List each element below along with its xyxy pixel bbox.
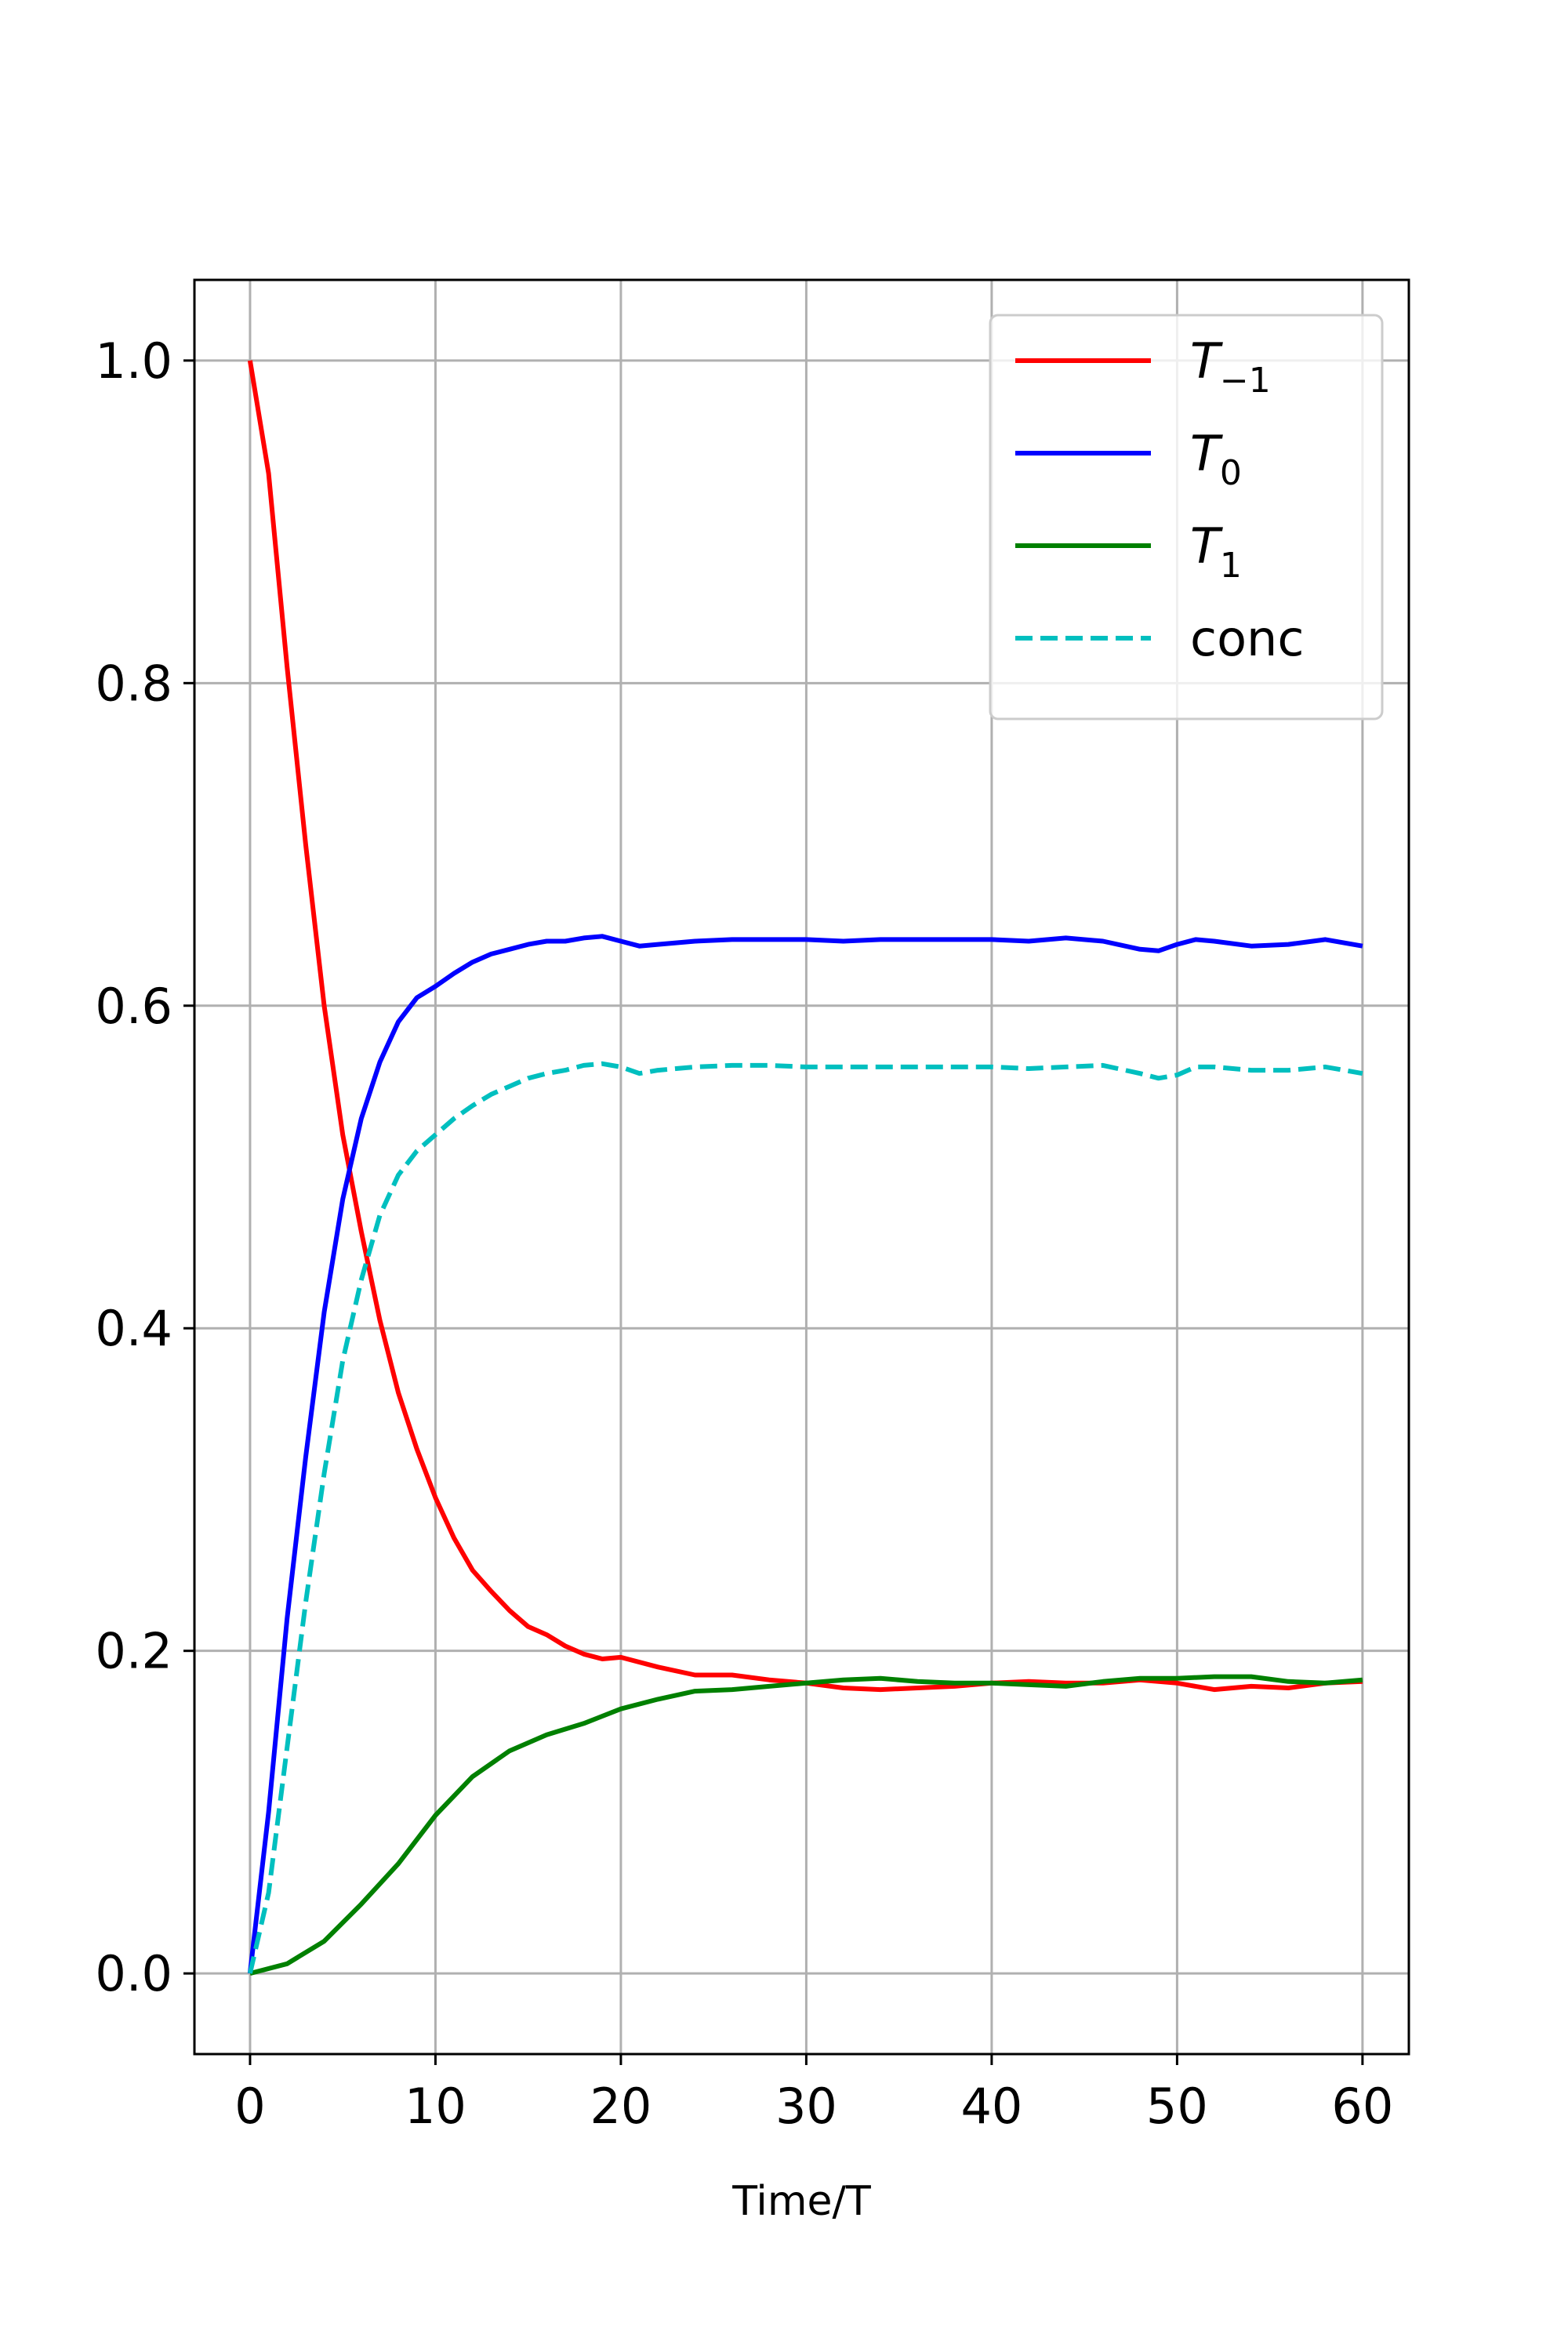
y-tick-label: 0.2 <box>95 1623 172 1680</box>
y-tick-label: 0.8 <box>95 655 172 712</box>
axis-ticks: 0 10 20 30 40 50 60 0.0 0.2 0.4 0.6 0.8 1.0 <box>95 332 1393 2135</box>
legend: T−1 T0 T1 conc <box>989 314 1384 720</box>
legend-label: conc <box>1190 610 1304 667</box>
legend-label: T0 <box>1190 425 1242 493</box>
y-tick-label: 0.0 <box>95 1945 172 2002</box>
legend-label: T1 <box>1190 517 1242 586</box>
x-tick-label: 30 <box>775 2078 837 2135</box>
x-tick-label: 20 <box>590 2078 652 2135</box>
plot-frame <box>193 278 1410 2056</box>
y-tick-label: 0.6 <box>95 978 172 1035</box>
x-tick-label: 50 <box>1146 2078 1208 2135</box>
x-tick-label: 0 <box>234 2078 265 2135</box>
series-line-conc <box>247 1061 1363 1974</box>
x-axis-title: Time/T <box>731 2178 871 2225</box>
x-tick-label: 40 <box>960 2078 1022 2135</box>
series-lines <box>247 360 1363 1976</box>
x-tick-label: 10 <box>405 2078 466 2135</box>
series-line-t1 <box>249 1674 1363 1976</box>
x-tick-label: 60 <box>1331 2078 1393 2135</box>
legend-box <box>989 314 1384 720</box>
y-tick-label: 0.4 <box>95 1300 172 1357</box>
series-line-t0 <box>247 934 1363 1974</box>
y-tick-label: 1.0 <box>95 332 172 390</box>
legend-label: T−1 <box>1190 332 1271 401</box>
